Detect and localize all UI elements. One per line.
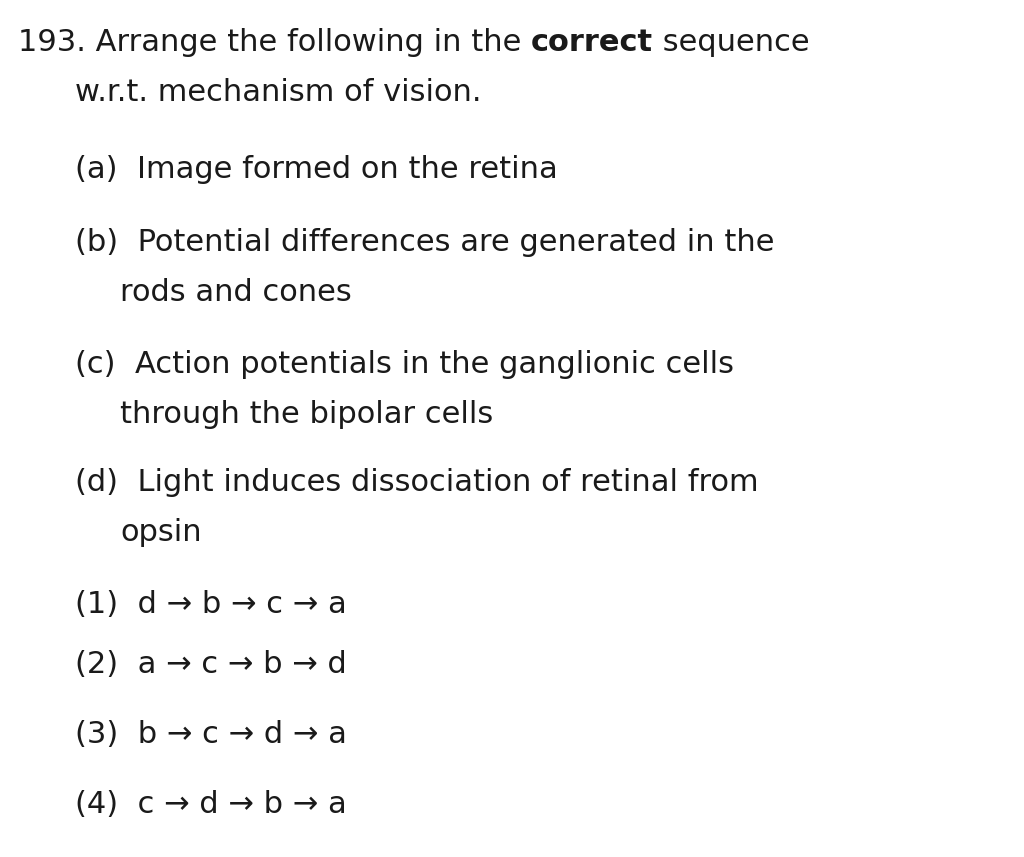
Text: (d)  Light induces dissociation of retinal from: (d) Light induces dissociation of retina…: [75, 468, 759, 497]
Text: correct: correct: [531, 28, 653, 57]
Text: (3)  b → c → d → a: (3) b → c → d → a: [75, 720, 347, 749]
Text: w.r.t. mechanism of vision.: w.r.t. mechanism of vision.: [75, 78, 481, 107]
Text: through the bipolar cells: through the bipolar cells: [120, 400, 494, 429]
Text: (a)  Image formed on the retina: (a) Image formed on the retina: [75, 155, 558, 184]
Text: 193. Arrange the following in the: 193. Arrange the following in the: [18, 28, 531, 57]
Text: (b)  Potential differences are generated in the: (b) Potential differences are generated …: [75, 228, 774, 257]
Text: (c)  Action potentials in the ganglionic cells: (c) Action potentials in the ganglionic …: [75, 350, 734, 379]
Text: (4)  c → d → b → a: (4) c → d → b → a: [75, 790, 347, 819]
Text: opsin: opsin: [120, 518, 202, 547]
Text: sequence: sequence: [653, 28, 810, 57]
Text: (2)  a → c → b → d: (2) a → c → b → d: [75, 650, 347, 679]
Text: rods and cones: rods and cones: [120, 278, 352, 307]
Text: (1)  d → b → c → a: (1) d → b → c → a: [75, 590, 347, 619]
